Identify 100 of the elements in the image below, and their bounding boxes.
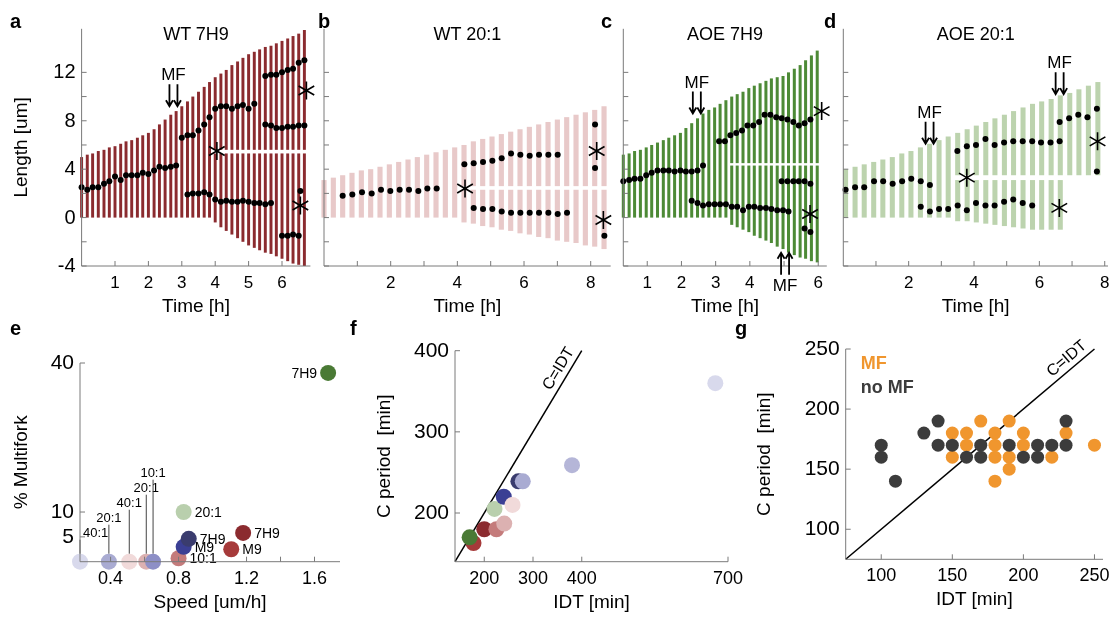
point [480,206,487,213]
bar [992,118,998,176]
point [100,553,117,570]
bar [601,106,607,187]
point [711,201,718,208]
x-tick-label: 8 [1100,273,1110,292]
x-tick-label: 100 [866,565,897,586]
x-tick-label: 200 [469,567,500,588]
x-tick-label: 1 [110,273,120,292]
point [1031,438,1045,452]
series-label: no MF [860,377,914,397]
annotation: MF [917,102,942,122]
bar [517,129,523,187]
point [917,178,924,185]
bar [815,50,819,164]
point [456,178,474,199]
point [861,184,868,191]
point [1016,450,1030,464]
x-axis-title: Time [h] [433,295,502,316]
bar [775,77,779,164]
point [320,364,337,381]
point [963,143,970,150]
bar [871,161,877,218]
point [751,203,758,210]
bar [718,103,722,218]
bar [274,43,278,150]
bar [96,151,100,218]
point [974,438,988,452]
point [498,155,505,162]
point [554,210,561,217]
point [1045,438,1059,452]
point [931,414,945,428]
x-tick-label: 3 [177,273,187,292]
bar [792,68,796,164]
point [1056,138,1063,145]
point [480,158,487,165]
x-tick-label: 2 [385,273,396,292]
x-tick-label: 4 [210,273,220,292]
point [954,202,961,209]
bar [424,154,430,218]
point [406,186,413,193]
point [974,450,988,464]
bar [684,128,688,218]
point [208,141,226,161]
bar [741,165,745,230]
bar [747,165,751,233]
x-tick-label: 4 [745,273,755,292]
y-tick-label: 100 [804,516,840,540]
bar [330,177,336,218]
y-tick-label: 250 [804,336,840,359]
point [757,204,764,211]
x-tick-label: 400 [566,567,597,588]
series-label: 40:1 [83,524,109,540]
bar [433,152,439,218]
point [637,175,644,182]
point [588,141,606,161]
point [297,80,316,101]
y-tick-label: 200 [804,396,840,420]
point [707,375,724,392]
point [1059,414,1073,428]
point [972,141,979,148]
bar [809,55,813,164]
point [722,201,729,208]
bar [130,140,134,218]
point [790,118,797,125]
point [564,457,580,474]
point [744,122,751,129]
bar [1048,180,1054,230]
point [991,141,998,148]
bar [804,60,808,164]
y-axis-title: % Multifork [10,414,31,510]
bar [673,135,677,218]
point [1047,139,1054,146]
bar [764,165,768,241]
point [699,162,706,169]
bar [224,153,228,231]
point [880,178,887,185]
point [694,200,701,207]
text: e [10,317,22,339]
bar [85,154,89,218]
bar [713,107,717,218]
bar [758,83,762,164]
bar [880,159,886,218]
bar [764,80,768,164]
x-tick-label: 2 [903,273,914,292]
y-axis-title: Length [um] [9,97,31,198]
bar [224,69,228,150]
point [761,111,768,118]
bar [536,124,542,187]
point [594,210,612,230]
x-tick-label: 700 [712,567,744,588]
bar [573,114,579,187]
point [931,438,945,452]
point [768,206,775,213]
series-label: 7H9 [291,364,318,381]
bar [758,165,762,239]
bar [263,46,267,150]
bar [775,165,779,247]
point [1045,450,1059,464]
point [387,187,394,194]
